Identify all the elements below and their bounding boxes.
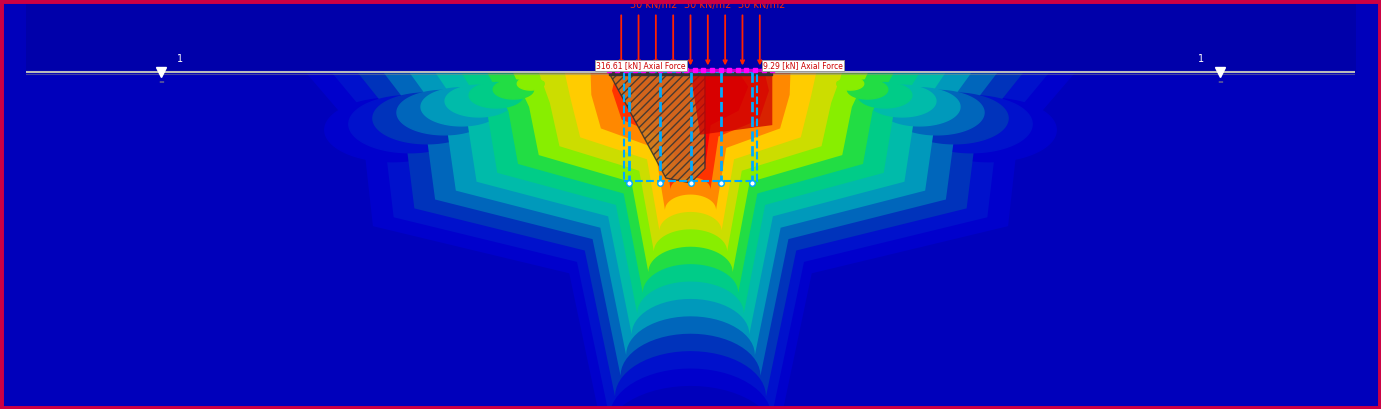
Text: 30 kN/m2: 30 kN/m2 bbox=[684, 0, 732, 10]
Polygon shape bbox=[421, 88, 501, 126]
Polygon shape bbox=[911, 96, 1032, 153]
Polygon shape bbox=[612, 72, 769, 189]
Polygon shape bbox=[541, 75, 555, 81]
Polygon shape bbox=[539, 72, 842, 251]
Text: =: = bbox=[1217, 79, 1222, 85]
Polygon shape bbox=[325, 98, 460, 162]
Polygon shape bbox=[373, 93, 481, 144]
Polygon shape bbox=[632, 72, 749, 169]
Polygon shape bbox=[858, 83, 911, 108]
Text: 30 kN/m2: 30 kN/m2 bbox=[630, 0, 678, 10]
Polygon shape bbox=[565, 72, 816, 231]
Polygon shape bbox=[331, 72, 1050, 409]
Text: =: = bbox=[159, 79, 164, 85]
Polygon shape bbox=[921, 98, 1056, 162]
Polygon shape bbox=[396, 90, 492, 135]
Text: 316.61 [kN] Axial Force: 316.61 [kN] Axial Force bbox=[597, 61, 686, 70]
Polygon shape bbox=[445, 85, 512, 117]
Polygon shape bbox=[487, 72, 894, 293]
Polygon shape bbox=[518, 77, 544, 90]
Polygon shape bbox=[690, 72, 772, 135]
Polygon shape bbox=[869, 85, 936, 117]
Polygon shape bbox=[837, 77, 863, 90]
Polygon shape bbox=[461, 72, 920, 314]
Polygon shape bbox=[889, 90, 985, 135]
Polygon shape bbox=[305, 72, 1076, 409]
Polygon shape bbox=[470, 83, 523, 108]
Polygon shape bbox=[826, 75, 840, 81]
Polygon shape bbox=[609, 72, 704, 183]
Polygon shape bbox=[591, 72, 790, 210]
Polygon shape bbox=[358, 72, 1023, 396]
Polygon shape bbox=[349, 96, 470, 153]
Polygon shape bbox=[900, 93, 1008, 144]
Text: 9.29 [kN] Axial Force: 9.29 [kN] Axial Force bbox=[762, 61, 842, 70]
Polygon shape bbox=[512, 72, 869, 272]
Text: 1: 1 bbox=[177, 54, 184, 65]
Bar bbox=[624, 72, 757, 181]
Polygon shape bbox=[880, 88, 960, 126]
Polygon shape bbox=[848, 80, 888, 99]
Polygon shape bbox=[435, 72, 946, 334]
Text: 30 kN/m2: 30 kN/m2 bbox=[737, 0, 786, 10]
Polygon shape bbox=[384, 72, 997, 376]
Text: 1: 1 bbox=[1197, 54, 1204, 65]
Polygon shape bbox=[409, 72, 972, 355]
Polygon shape bbox=[493, 80, 533, 99]
